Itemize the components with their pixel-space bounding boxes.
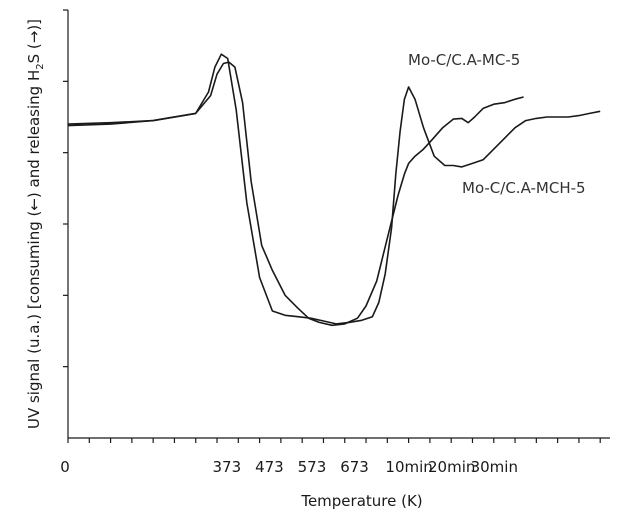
y-axis-title-subscript: 2: [35, 63, 46, 69]
x-tick-label: 0: [60, 458, 70, 476]
x-axis-title: Temperature (K): [300, 492, 422, 510]
x-tick-label: 10min: [385, 458, 432, 476]
x-tick-label: 673: [340, 458, 369, 476]
x-tick-label: 373: [212, 458, 241, 476]
series-label-2: Mo-C/C.A-MCH-5: [462, 179, 586, 197]
y-axis-title: UV signal (u.a.) [consuming (←) and rele…: [25, 19, 46, 429]
y-axis-title-main: UV signal (u.a.) [consuming (←) and rele…: [25, 70, 43, 429]
x-tick-label: 20min: [428, 458, 475, 476]
series-line-2: [67, 53, 601, 325]
x-tick-label: 573: [298, 458, 327, 476]
y-axis-title-tail: S (→)]: [25, 19, 43, 63]
x-tick-label: 473: [255, 458, 284, 476]
x-tick-label: 30min: [471, 458, 518, 476]
series-label-1: Mo-C/C.A-MC-5: [408, 51, 520, 69]
series-line-1: [67, 61, 524, 327]
